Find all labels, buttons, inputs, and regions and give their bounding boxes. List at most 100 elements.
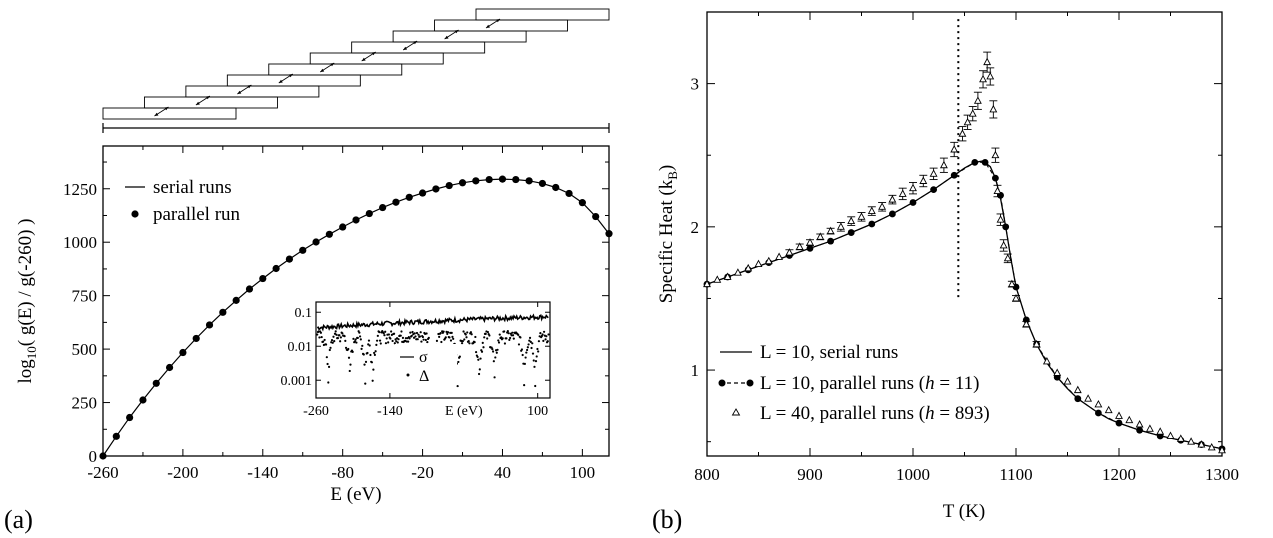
L10-parallel-point — [950, 171, 958, 179]
inset-delta-point — [497, 341, 501, 344]
inset-delta-point — [354, 338, 357, 341]
x-tick-label-b: 1200 — [1102, 465, 1136, 484]
inset-delta-point — [536, 347, 539, 351]
inset-delta-point — [339, 340, 342, 343]
inset-delta-point — [343, 335, 346, 338]
inset-delta-point — [475, 350, 478, 354]
inset-delta-point — [329, 346, 332, 349]
L40-parallel-point — [1207, 442, 1216, 451]
inset-delta-point — [464, 333, 467, 336]
L40-parallel-point — [1053, 368, 1062, 376]
legend-marker-L10-parallel-left — [718, 379, 726, 387]
inset-delta-point — [508, 336, 512, 340]
inset-delta-point — [494, 356, 497, 359]
energy-window — [102, 107, 237, 120]
inset-delta-point — [492, 350, 495, 353]
parallel-run-point — [219, 308, 227, 316]
inset-legend: σ Δ — [395, 344, 457, 385]
inset-delta-point — [376, 334, 379, 337]
inset-delta-point — [320, 335, 323, 339]
inset-delta-point — [327, 381, 330, 384]
inset-delta-point — [492, 360, 495, 363]
L40-parallel-point — [1094, 399, 1103, 408]
L40-parallel-point — [1012, 293, 1020, 302]
inset-delta-point — [420, 340, 423, 343]
parallel-run-point — [592, 212, 600, 221]
inset-delta-point — [369, 353, 372, 357]
parallel-run-point — [418, 189, 427, 197]
inset-delta-point — [544, 338, 547, 341]
parallel-run-point — [245, 285, 254, 293]
inset-delta-point — [362, 353, 365, 356]
inset-legend-label-delta: Δ — [419, 368, 429, 385]
inset-delta-point — [387, 333, 391, 336]
inset-delta-point — [529, 340, 532, 343]
inset-delta-point — [347, 356, 351, 359]
L40-parallel-point — [785, 248, 794, 256]
inset-delta-point — [448, 336, 451, 339]
inset-delta-point — [539, 332, 542, 335]
inset-delta-point — [355, 341, 358, 344]
inset-delta-point — [384, 330, 387, 333]
parallel-run-point — [152, 379, 160, 387]
inset-delta-point — [505, 337, 508, 340]
x-tick-label-b: 900 — [797, 465, 823, 484]
inset-delta-point — [493, 376, 496, 379]
inset-delta-point — [338, 334, 341, 337]
inset-delta-point — [517, 343, 521, 346]
L40-parallel-point — [986, 71, 995, 80]
energy-window — [309, 52, 444, 65]
inset-delta-point — [358, 335, 362, 338]
L40-parallel-point — [898, 189, 907, 197]
inset-delta-point — [333, 340, 336, 343]
x-tick-label-b: 1100 — [999, 465, 1032, 484]
inset-delta-point — [525, 351, 528, 354]
inset-delta-point — [508, 338, 511, 342]
L40-parallel-point — [754, 259, 763, 268]
inset-delta-point — [486, 330, 490, 334]
inset-delta-point — [537, 350, 540, 353]
inset-delta-point — [418, 335, 422, 338]
inset-delta-point — [341, 332, 344, 335]
panel-label-b: (b) — [652, 505, 682, 534]
L40-parallel-point — [826, 226, 835, 235]
inset-delta-point — [360, 347, 363, 350]
L40-parallel-point — [744, 263, 753, 272]
inset-delta-point — [470, 333, 473, 336]
energy-window — [143, 96, 278, 109]
L40-parallel-point — [968, 109, 977, 117]
inset-delta-point — [389, 337, 392, 340]
inset-delta-point — [384, 342, 388, 345]
inset-delta-point — [495, 351, 498, 354]
L40-parallel-point — [703, 279, 711, 288]
inset-delta-point — [356, 336, 359, 340]
L40-parallel-point — [867, 206, 876, 215]
inset-delta-point — [486, 337, 489, 340]
inset-delta-point — [319, 331, 323, 334]
L40-parallel-point — [1135, 420, 1144, 428]
inset-sigma-line — [316, 313, 549, 332]
L40-parallel-point — [1084, 394, 1093, 402]
energy-window — [226, 74, 361, 87]
inset-delta-point — [526, 346, 529, 349]
L10-parallel-point — [847, 229, 855, 236]
inset-x-tick-label: -140 — [377, 404, 403, 419]
inset-delta-point — [531, 352, 535, 355]
inset-delta-point — [378, 339, 382, 342]
parallel-run-point — [525, 177, 533, 185]
y-tick-label-a: 750 — [72, 287, 98, 306]
inset-delta-point — [372, 368, 375, 371]
inset-delta-point — [407, 340, 410, 343]
L40-parallel-point — [847, 216, 856, 225]
L40-parallel-point — [857, 212, 866, 220]
L10-parallel-point — [1115, 419, 1123, 427]
L10-parallel-point — [992, 174, 999, 182]
inset-delta-point — [506, 330, 509, 333]
parallel-run-point — [272, 264, 280, 273]
y-tick-label-b: 1 — [691, 361, 700, 380]
inset-delta-point — [417, 333, 420, 336]
parallel-run-point — [472, 177, 480, 185]
inset-delta-point — [400, 330, 403, 333]
inset-delta-point — [440, 340, 443, 344]
x-tick-label-a: -200 — [167, 463, 198, 482]
